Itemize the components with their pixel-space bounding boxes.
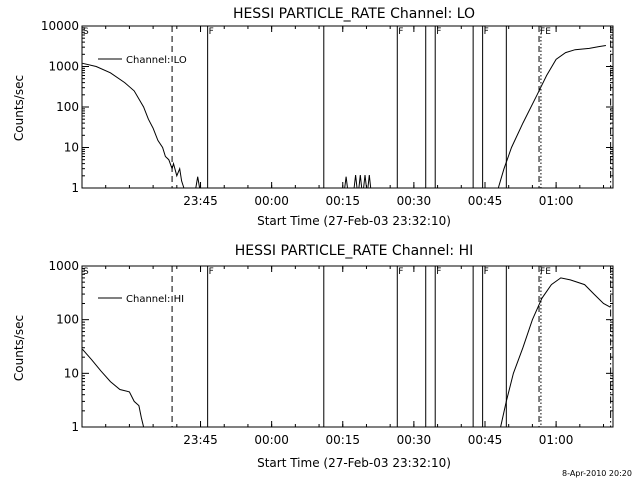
data-curves bbox=[82, 277, 611, 428]
chart-title: HESSI PARTICLE_RATE Channel: HI bbox=[235, 243, 473, 259]
legend-label: Channel: LO bbox=[126, 55, 187, 66]
series-line-segment bbox=[82, 348, 145, 428]
series-line-segment bbox=[367, 174, 372, 189]
chart-panel-lo: HESSI PARTICLE_RATE Channel: LO Start Ti… bbox=[12, 6, 614, 228]
y-tick-label: 1000 bbox=[48, 259, 79, 273]
y-tick-label: 1 bbox=[71, 420, 79, 434]
series-line-segment bbox=[82, 62, 185, 189]
event-marker-label: F bbox=[484, 267, 489, 277]
plot-frame bbox=[81, 25, 614, 189]
event-lines bbox=[171, 266, 612, 427]
x-tick-label: 00:15 bbox=[325, 194, 360, 208]
x-tick-label: 00:00 bbox=[254, 194, 289, 208]
event-marker-label: F bbox=[436, 27, 441, 37]
data-curves bbox=[82, 45, 606, 189]
event-marker-label: S bbox=[83, 267, 89, 277]
y-tick-label: 10 bbox=[64, 366, 79, 380]
x-tick-label: 00:30 bbox=[397, 194, 432, 208]
y-tick-label: 100 bbox=[56, 100, 79, 114]
legend: Channel: LO bbox=[98, 55, 187, 66]
x-tick-label: 00:00 bbox=[254, 433, 289, 447]
x-tick-label: 00:15 bbox=[325, 433, 360, 447]
event-marker-label: F bbox=[398, 27, 403, 37]
legend: Channel: HI bbox=[98, 294, 184, 305]
event-marker-label: F bbox=[209, 27, 214, 37]
y-tick-label: 1000 bbox=[48, 60, 79, 74]
legend-label: Channel: HI bbox=[126, 294, 184, 305]
x-ticks: 23:45 00:00 00:15 00:30 00:45 01:00 bbox=[105, 266, 605, 447]
x-tick-label: 01:00 bbox=[539, 433, 574, 447]
y-tick-label: 10 bbox=[64, 141, 79, 155]
y-tick-label: 10000 bbox=[41, 19, 79, 33]
x-ticks: 23:45 00:00 00:15 00:30 00:45 01:00 bbox=[105, 26, 605, 208]
x-tick-label: 00:30 bbox=[397, 433, 432, 447]
x-tick-label: 23:45 bbox=[183, 194, 218, 208]
y-axis-label: Counts/sec bbox=[12, 75, 26, 141]
event-marker-label: F bbox=[398, 267, 403, 277]
event-marker-label: S bbox=[83, 27, 89, 37]
x-tick-label: 01:00 bbox=[539, 194, 574, 208]
event-markers: S F F F F FE bbox=[83, 27, 551, 37]
x-tick-label: 00:45 bbox=[468, 194, 503, 208]
event-lines bbox=[171, 26, 612, 188]
x-tick-label: 23:45 bbox=[183, 433, 218, 447]
series-line-segment bbox=[500, 277, 611, 428]
event-marker-label: FE bbox=[540, 27, 551, 37]
series-line-segment bbox=[363, 174, 367, 189]
chart-title: HESSI PARTICLE_RATE Channel: LO bbox=[233, 6, 475, 22]
x-axis-label: Start Time (27-Feb-03 23:32:10) bbox=[257, 456, 451, 470]
series-line-segment bbox=[497, 45, 606, 189]
event-marker-label: FE bbox=[540, 267, 551, 277]
timestamp-stamp: 8-Apr-2010 20:20 bbox=[562, 469, 632, 478]
y-axis-label: Counts/sec bbox=[12, 315, 26, 381]
chart-panel-hi: HESSI PARTICLE_RATE Channel: HI Start Ti… bbox=[12, 243, 614, 470]
series-line-segment bbox=[195, 176, 201, 189]
y-tick-label: 100 bbox=[56, 313, 79, 327]
event-marker-label: F bbox=[484, 27, 489, 37]
y-tick-label: 1 bbox=[71, 181, 79, 195]
event-markers: S F F F F FE bbox=[83, 267, 551, 277]
x-tick-label: 00:45 bbox=[468, 433, 503, 447]
x-axis-label: Start Time (27-Feb-03 23:32:10) bbox=[257, 214, 451, 228]
event-marker-label: F bbox=[436, 267, 441, 277]
plot-frame bbox=[81, 265, 614, 428]
event-marker-label: F bbox=[209, 267, 214, 277]
series-line-segment bbox=[344, 176, 348, 189]
y-ticks: 1 10 100 1000 10000 bbox=[41, 19, 613, 195]
y-ticks: 1 10 100 1000 bbox=[48, 259, 613, 434]
series-line-segment bbox=[353, 174, 358, 189]
series-line-segment bbox=[358, 174, 363, 189]
